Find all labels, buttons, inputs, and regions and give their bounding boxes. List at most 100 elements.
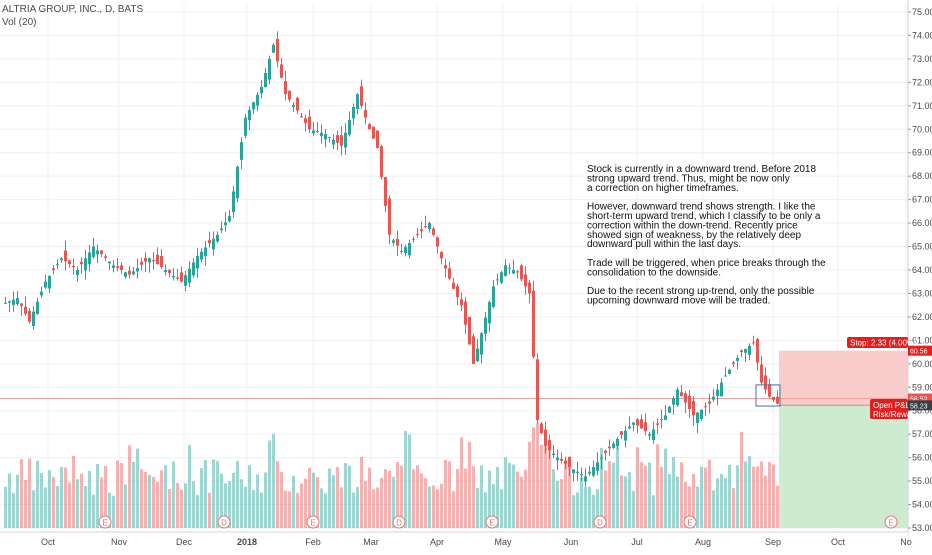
volume-bar [616,446,619,528]
volume-bar [24,480,27,528]
volume-bar [268,440,271,528]
volume-bar [204,459,207,528]
time-axis[interactable]: Oct Nov Dec 2018 Feb Mar Apr May Jun Jul Aug Sep Oct… [0,531,912,550]
candle-body [536,359,539,421]
candle-body [32,311,35,326]
stop-loss-zone[interactable] [779,350,908,406]
volume-bar [768,462,771,528]
candle-body [776,396,779,404]
candle-body [760,364,763,383]
trade-annotation[interactable]: Stock is currently in a downward trend. … [587,164,826,307]
volume-bar [380,477,383,528]
candle-body [360,86,363,106]
candle-body [160,256,163,268]
volume-bar [492,484,495,528]
volume-bar [128,445,131,528]
candle-body [356,94,359,109]
candle-body [708,401,711,404]
volume-bar [620,475,623,528]
volume-bar [672,457,675,528]
volume-bar [180,489,183,528]
candle-body [84,258,87,271]
candle-body [664,415,667,420]
candle-body [492,286,495,307]
volume-bar [596,489,599,528]
consolidation-box[interactable] [755,384,781,407]
candle-body [364,110,367,118]
candle-body [300,116,303,118]
candle-body [612,443,615,448]
event-marker-icon [392,515,406,529]
candle-body [676,389,679,406]
candle-body [728,369,731,374]
annotation-line: consolidation to the downside. [587,267,721,278]
open-pnl-background [870,399,908,419]
volume-bar [156,481,159,528]
candle-body [480,333,483,355]
volume-bar [704,467,707,528]
time-tick-label: Mar [363,537,379,547]
time-tick-label: Oct [41,537,56,547]
volume-bar [548,440,551,528]
price-tick-label: 58.00 [912,406,932,416]
volume-bar [716,478,719,528]
candle-body [696,412,699,424]
annotation-line: Stock is currently in a downward trend. … [587,164,816,175]
volume-bar [348,465,351,528]
candle-body [304,118,307,124]
target-zone[interactable] [779,405,908,528]
candle-body [484,317,487,334]
volume-bar [340,487,343,528]
price-tick-label: 57.00 [912,429,932,439]
volume-bar [680,462,683,528]
candle-body [252,102,255,110]
price-tick-label: 69.00 [912,148,932,158]
price-axis[interactable]: 75.00 74.00 73.00 72.00 71.00 70.00 69.00 68.00… [907,0,932,550]
volume-bar [168,489,171,528]
candle-body [652,429,655,441]
candle-body [28,310,31,322]
candle-body [172,275,175,278]
volume-bar [184,483,187,528]
volume-bar [644,466,647,528]
candle-body [76,270,79,276]
candle-body [352,106,355,119]
candle-body [748,345,751,355]
volume-bar [40,473,43,528]
candle-body [268,58,271,80]
candle-body [224,222,227,226]
candle-body [396,238,399,246]
candle-body [120,265,123,270]
volume-bar [84,485,87,528]
candle-body [644,422,647,432]
volume-bar [120,463,123,528]
volume-bar [700,466,703,528]
volume-bar [20,459,23,528]
volume-bar [496,466,499,528]
volume-bar [4,486,7,528]
candle-body [764,375,767,390]
candle-body [440,252,443,259]
stop-label-text: Stop: 2.33 (4.00%) [850,339,917,348]
candle-body [136,268,139,272]
candle-body [64,250,67,262]
annotation-line: Trade will be triggered, when price brea… [587,258,826,269]
candle-body [236,166,239,199]
candle-body [540,423,543,434]
candle-body [512,270,515,274]
annotation-line: upcoming downward move will be traded. [587,296,770,307]
price-tick-label: 59.00 [912,382,932,392]
volume-bar [12,493,15,528]
candle-body [56,264,59,266]
volume-bar [356,486,359,528]
time-tick-label: Oct [831,537,846,547]
volume-bar [520,476,523,528]
volume-bar [412,469,415,528]
candle-body [380,146,383,177]
candle-body [588,471,591,474]
price-tick-label: 67.00 [912,195,932,205]
candle-body [632,422,635,425]
volume-bar [432,485,435,528]
